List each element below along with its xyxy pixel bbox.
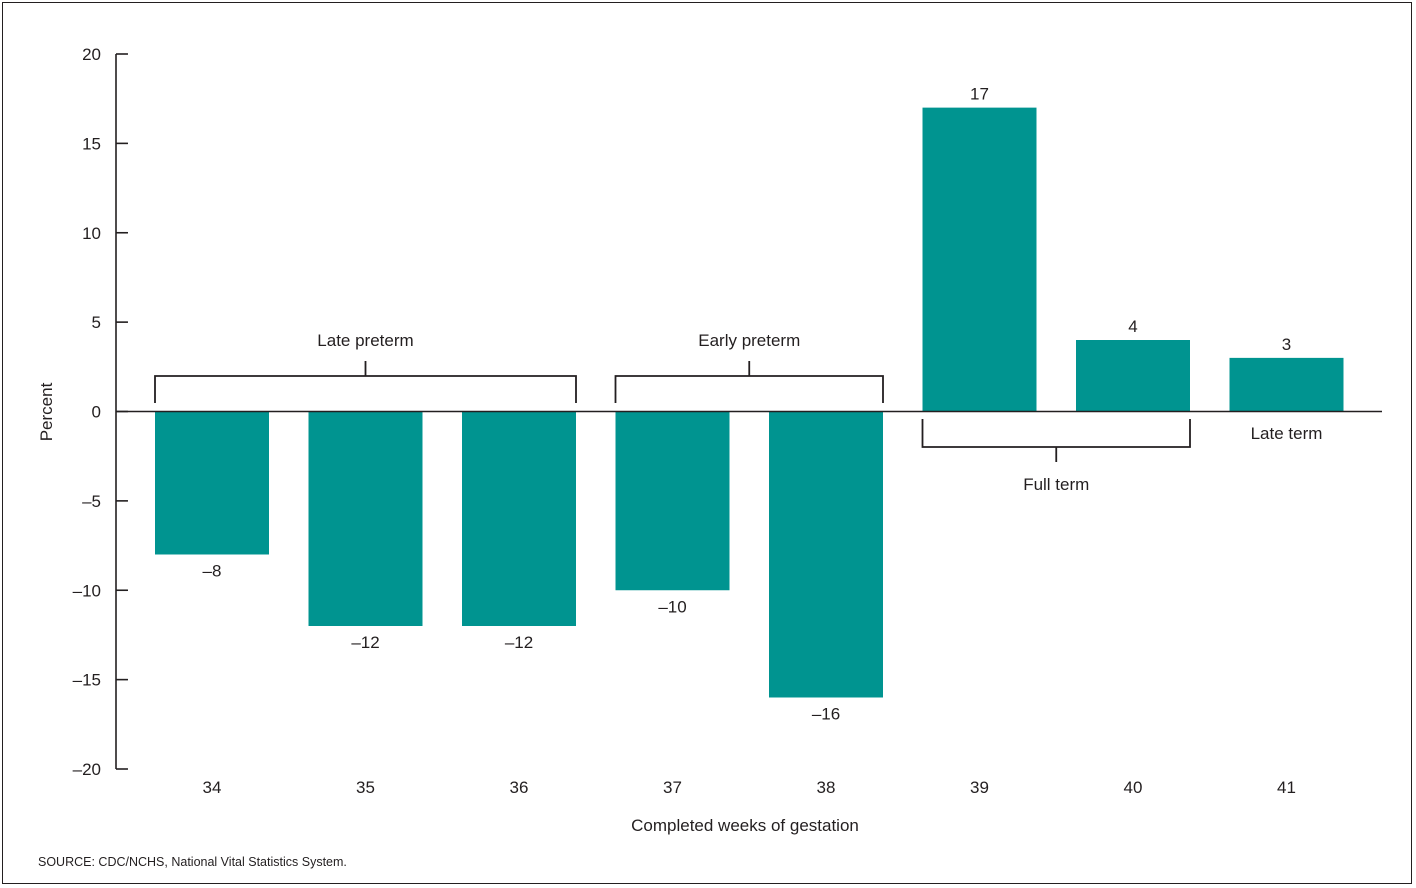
- y-tick-label: 5: [92, 313, 101, 332]
- group-label: Full term: [1023, 475, 1089, 494]
- y-tick-label: 0: [92, 403, 101, 422]
- bar-value-label: –10: [658, 597, 686, 616]
- bar: [1229, 357, 1344, 412]
- x-tick-label: 38: [817, 778, 836, 797]
- bar-value-label: 3: [1282, 335, 1291, 354]
- y-tick-label: –5: [82, 492, 101, 511]
- bars: –8 –12 –12 –10 –16 17 4 3: [155, 85, 1344, 724]
- bar-value-label: –12: [351, 633, 379, 652]
- x-tick-label: 41: [1277, 778, 1296, 797]
- y-tick-label: 20: [82, 45, 101, 64]
- group-label: Late term: [1251, 424, 1323, 443]
- bar: [922, 107, 1037, 412]
- group-bracket: [154, 361, 577, 403]
- group-label: Late preterm: [317, 331, 413, 350]
- x-tick-label: 37: [663, 778, 682, 797]
- y-tick-label: –20: [73, 760, 101, 779]
- bar: [769, 411, 883, 698]
- source-note: SOURCE: CDC/NCHS, National Vital Statist…: [38, 855, 347, 869]
- y-tick-label: –15: [73, 671, 101, 690]
- bar-value-label: 4: [1128, 317, 1137, 336]
- group-bracket: [921, 419, 1191, 462]
- x-tick-label: 35: [356, 778, 375, 797]
- y-tick-label: 15: [82, 134, 101, 153]
- bar: [1076, 340, 1190, 412]
- y-axis-title: Percent: [37, 382, 56, 441]
- bar-value-label: –12: [505, 633, 533, 652]
- group-bracket: [614, 361, 884, 403]
- y-axis: 20 15 10 5 0 –5 –10 –15 –20: [73, 45, 128, 779]
- bar-value-label: –8: [203, 562, 222, 581]
- x-tick-label: 40: [1124, 778, 1143, 797]
- y-tick-label: –10: [73, 581, 101, 600]
- gestation-groups: Late preterm Early preterm Full term Late t…: [154, 331, 1323, 494]
- bar-value-label: 17: [970, 85, 989, 104]
- bar: [462, 411, 576, 626]
- bar: [308, 411, 423, 626]
- y-tick-label: 10: [82, 224, 101, 243]
- group-label: Early preterm: [698, 331, 800, 350]
- x-tick-label: 39: [970, 778, 989, 797]
- bar-value-label: –16: [812, 705, 840, 724]
- x-tick-label: 36: [510, 778, 529, 797]
- bar: [615, 411, 730, 591]
- x-axis-title: Completed weeks of gestation: [631, 816, 859, 835]
- bar: [155, 411, 269, 555]
- x-tick-label: 34: [203, 778, 222, 797]
- x-axis: 34 35 36 37 38 39 40 41: [203, 778, 1296, 797]
